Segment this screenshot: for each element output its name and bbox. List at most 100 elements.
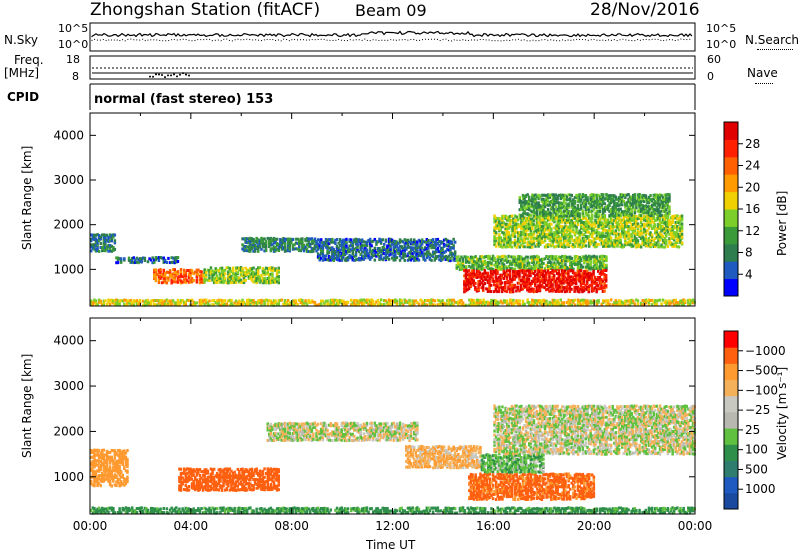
heatmap-cell bbox=[282, 240, 285, 243]
heatmap-cell bbox=[537, 263, 540, 267]
heatmap-cell bbox=[395, 299, 399, 303]
heatmap-cell bbox=[583, 194, 586, 198]
heatmap-cell bbox=[201, 281, 205, 284]
heatmap-cell bbox=[419, 250, 422, 254]
heatmap-cell bbox=[561, 232, 564, 236]
heatmap-cell bbox=[467, 287, 471, 291]
heatmap-cell bbox=[523, 203, 526, 207]
heatmap-cell bbox=[505, 299, 509, 303]
heatmap-cell bbox=[526, 274, 529, 278]
heatmap-cell bbox=[211, 303, 214, 307]
heatmap-cell bbox=[518, 215, 521, 219]
heatmap-cell bbox=[463, 279, 466, 283]
heatmap-cell bbox=[268, 277, 271, 280]
heatmap-cell bbox=[183, 300, 186, 304]
heatmap-cell bbox=[427, 246, 430, 250]
heatmap-cell bbox=[581, 288, 584, 292]
heatmap-cell bbox=[658, 210, 662, 214]
heatmap-cell bbox=[192, 279, 195, 283]
heatmap-cell bbox=[594, 211, 597, 215]
heatmap-cell bbox=[677, 221, 681, 225]
heatmap-cell bbox=[321, 244, 325, 247]
heatmap-cell bbox=[578, 244, 581, 248]
heatmap-cell bbox=[613, 245, 616, 249]
heatmap-cell bbox=[304, 247, 307, 251]
freq-dip-points bbox=[149, 72, 190, 79]
heatmap-cell bbox=[567, 276, 570, 279]
heatmap-cell bbox=[546, 193, 550, 197]
heatmap-cell bbox=[595, 193, 599, 197]
heatmap-cell bbox=[424, 246, 427, 250]
heatmap-cell bbox=[249, 240, 252, 244]
heatmap-cell bbox=[513, 274, 516, 278]
heatmap-cell bbox=[351, 249, 354, 253]
heatmap-cell bbox=[530, 279, 534, 283]
heatmap-cell bbox=[509, 255, 512, 259]
heatmap-cell bbox=[247, 239, 251, 242]
heatmap-cell bbox=[252, 243, 255, 247]
heatmap-cell bbox=[359, 298, 362, 302]
heatmap-cell bbox=[452, 298, 455, 302]
heatmap-cell bbox=[416, 256, 419, 260]
heatmap-cell bbox=[238, 266, 241, 270]
heatmap-cell bbox=[219, 298, 222, 302]
heatmap-cell bbox=[655, 233, 659, 236]
heatmap-cell bbox=[222, 278, 225, 282]
heatmap-cell bbox=[326, 299, 329, 303]
heatmap-cell bbox=[542, 232, 545, 236]
heatmap-cell bbox=[594, 262, 597, 266]
heatmap-cell bbox=[511, 276, 515, 279]
heatmap-cell bbox=[639, 226, 643, 230]
heatmap-cell bbox=[559, 255, 562, 259]
heatmap-cell bbox=[556, 244, 559, 248]
heatmap-cell bbox=[447, 248, 451, 252]
heatmap-cell bbox=[542, 208, 545, 212]
heatmap-cell bbox=[494, 299, 498, 303]
heatmap-cell bbox=[556, 215, 559, 219]
heatmap-cell bbox=[482, 303, 485, 307]
heatmap-cell bbox=[222, 303, 225, 307]
heatmap-cell bbox=[658, 218, 662, 222]
heatmap-cell bbox=[518, 272, 521, 276]
heatmap-cell bbox=[131, 259, 134, 263]
heatmap-cell bbox=[425, 299, 429, 303]
heatmap-cell bbox=[105, 238, 109, 242]
heatmap-cell bbox=[372, 302, 375, 306]
heatmap-cell bbox=[534, 281, 537, 285]
heatmap-cell bbox=[190, 303, 194, 307]
heatmap-cell bbox=[671, 237, 674, 240]
heatmap-cell bbox=[671, 226, 674, 230]
heatmap-cell bbox=[570, 287, 573, 291]
heatmap-cell bbox=[665, 214, 668, 218]
heatmap-cell bbox=[597, 265, 600, 269]
heatmap-cell bbox=[559, 217, 562, 220]
heatmap-cell bbox=[400, 252, 403, 256]
heatmap-cell bbox=[507, 215, 510, 219]
heatmap-cell bbox=[630, 245, 633, 249]
heatmap-cell bbox=[665, 224, 668, 228]
heatmap-cell bbox=[606, 222, 610, 226]
heatmap-cell bbox=[430, 254, 433, 258]
heatmap-cell bbox=[512, 228, 515, 232]
heatmap-cell bbox=[527, 286, 531, 290]
heatmap-cell bbox=[327, 258, 331, 262]
heatmap-cell bbox=[680, 241, 684, 245]
heatmap-cell bbox=[668, 197, 671, 201]
heatmap-cell bbox=[198, 298, 202, 302]
heatmap-cell bbox=[609, 241, 613, 245]
heatmap-cell bbox=[269, 247, 273, 251]
heatmap-cell bbox=[332, 252, 336, 256]
heatmap-cell bbox=[524, 212, 528, 216]
heatmap-cell bbox=[630, 216, 633, 220]
heatmap-cell bbox=[153, 299, 156, 302]
heatmap-cell bbox=[564, 254, 567, 258]
heatmap-cell bbox=[609, 229, 613, 233]
heatmap-cell bbox=[521, 230, 525, 234]
heatmap-cell bbox=[559, 244, 562, 248]
heatmap-cell bbox=[567, 233, 570, 237]
heatmap-cell bbox=[171, 276, 175, 280]
heatmap-cell bbox=[420, 240, 424, 244]
heatmap-cell bbox=[153, 270, 156, 274]
heatmap-cell bbox=[535, 257, 539, 261]
heatmap-cell bbox=[554, 257, 558, 261]
